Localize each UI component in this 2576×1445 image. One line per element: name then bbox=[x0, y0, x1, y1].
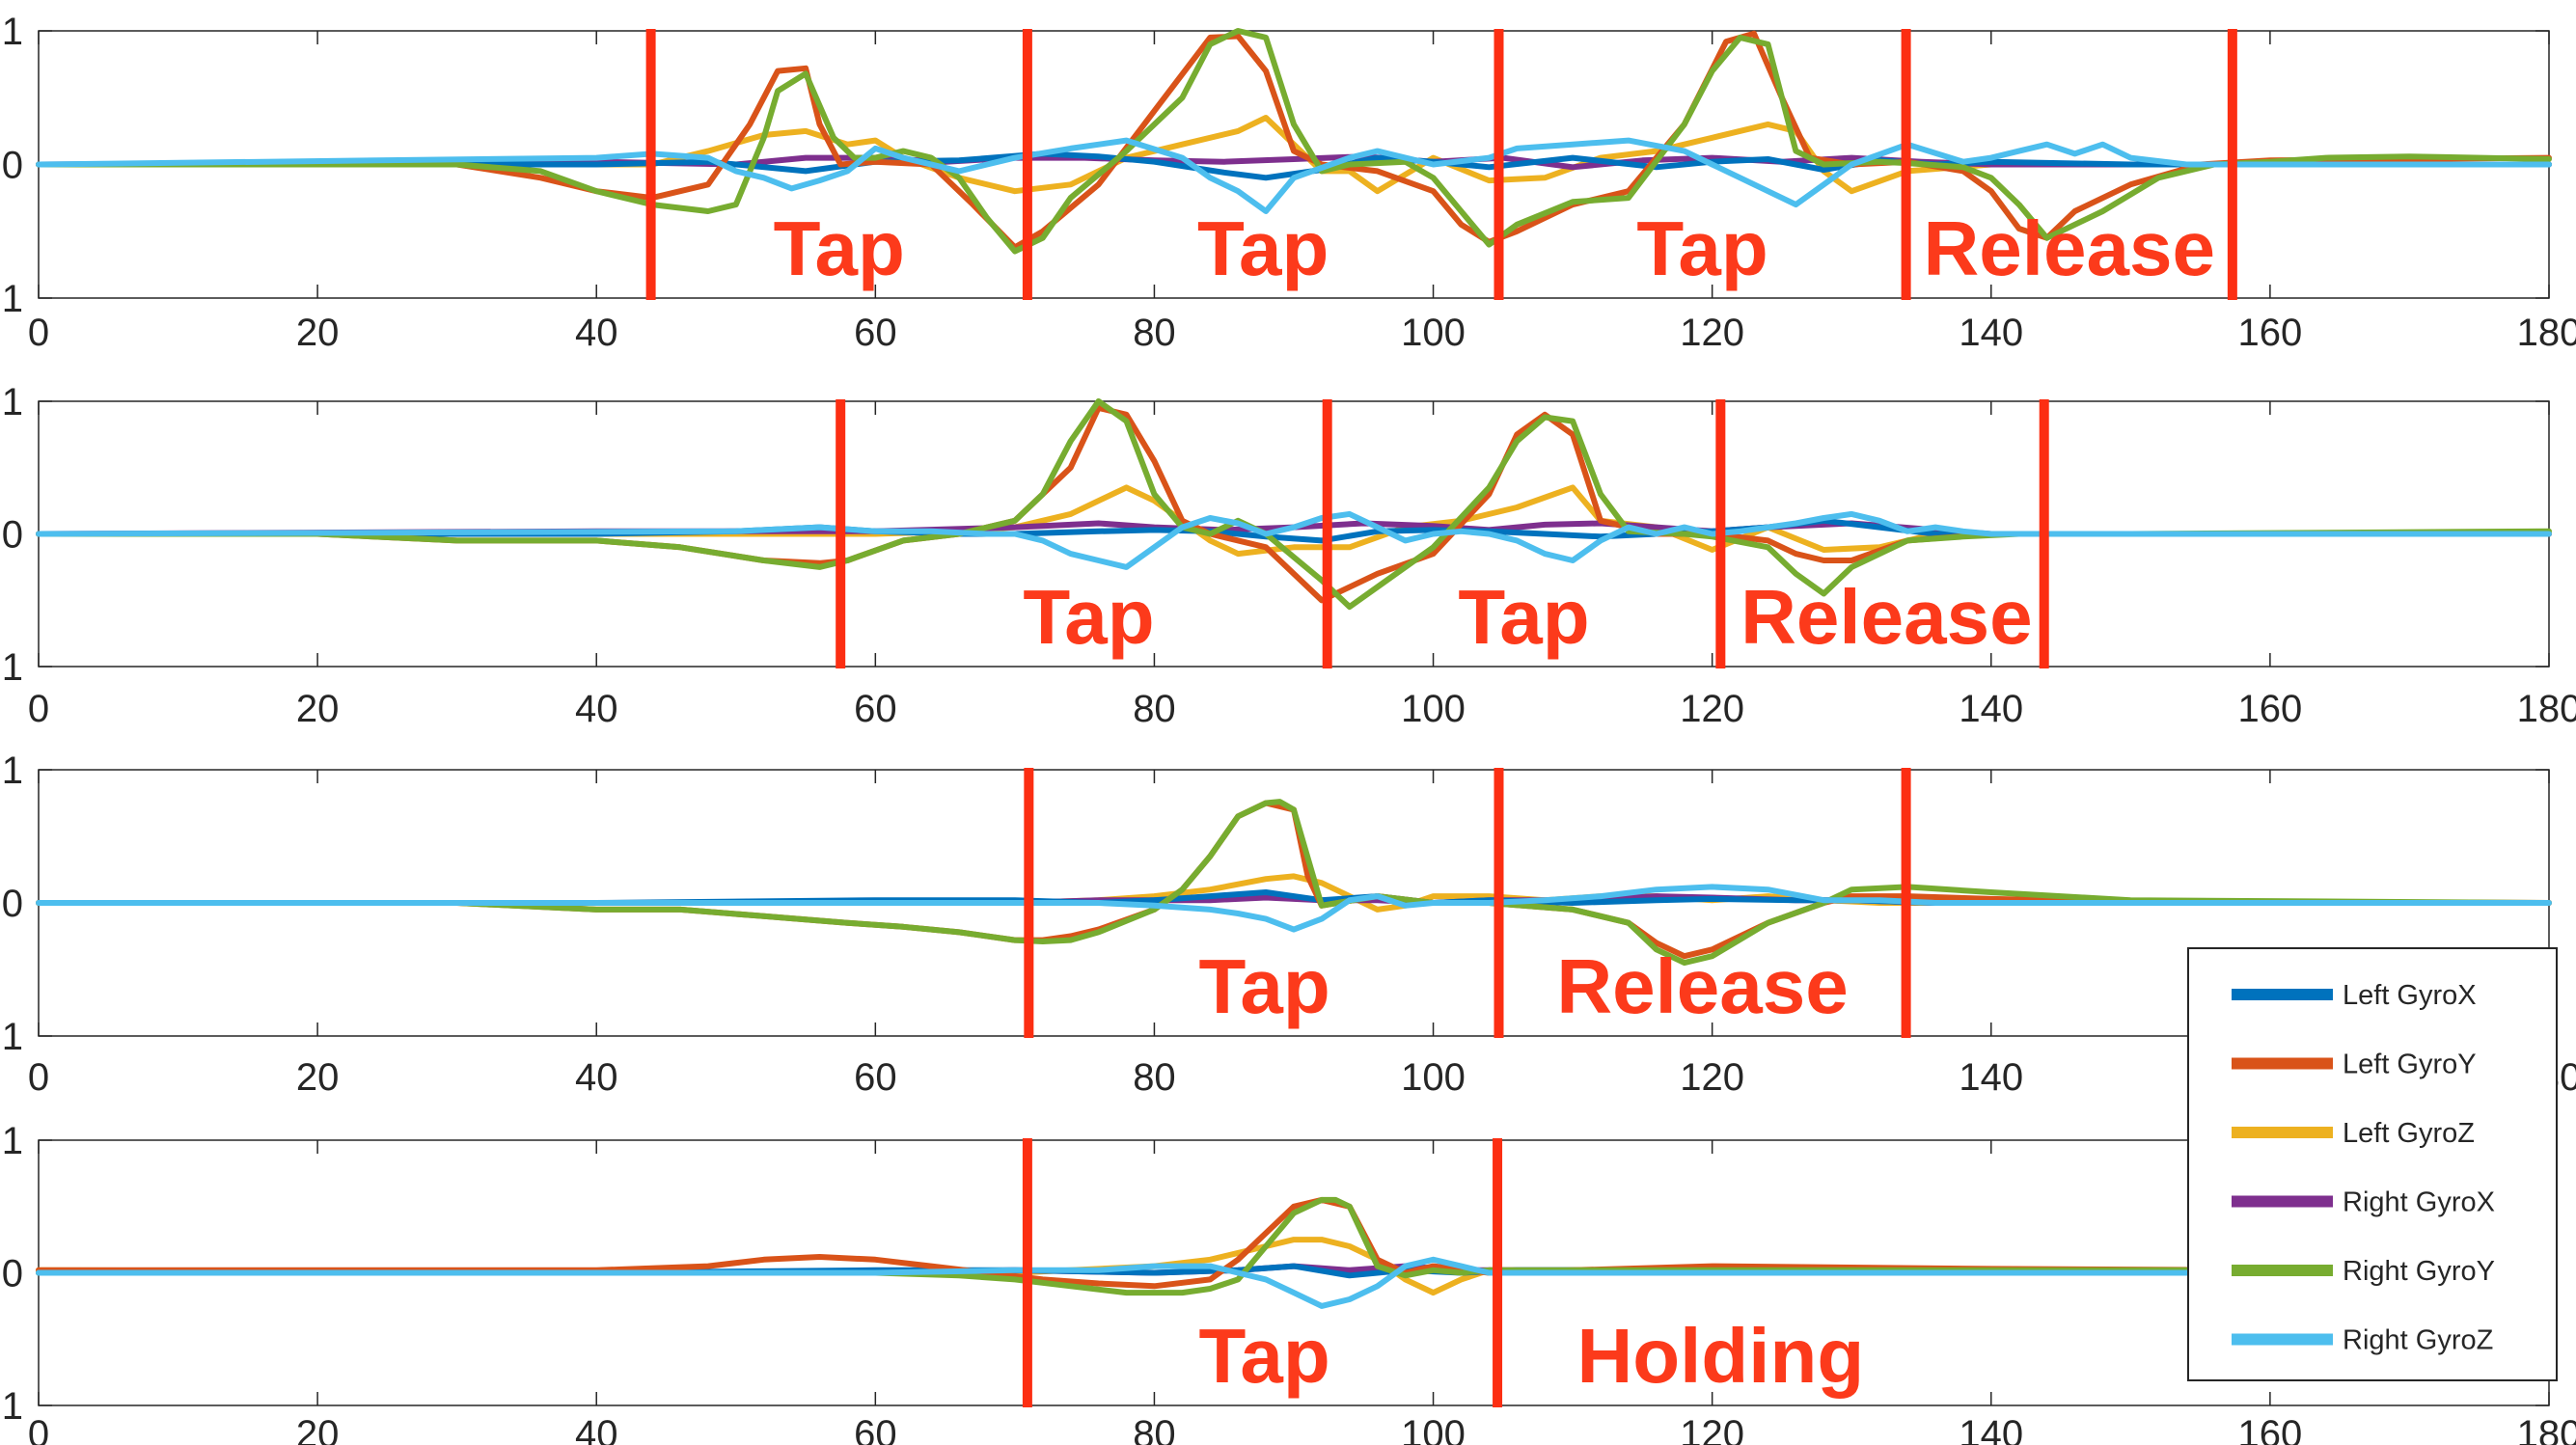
gyro-panel-1: 020406080100120140160180-101TapTapTapRel… bbox=[0, 11, 2576, 354]
x-tick-label: 100 bbox=[1401, 1413, 1466, 1445]
phase-label: Release bbox=[1923, 205, 2214, 291]
series-line-right-gyroz bbox=[36, 510, 2552, 570]
x-tick-label: 160 bbox=[2238, 1413, 2303, 1445]
x-tick-label: 160 bbox=[2238, 688, 2303, 730]
y-tick-label: 1 bbox=[2, 11, 23, 53]
legend-label: Right GyroZ bbox=[2343, 1325, 2493, 1356]
x-tick-label: 120 bbox=[1680, 312, 1744, 354]
y-tick-label: 1 bbox=[2, 381, 23, 423]
x-tick-label: 20 bbox=[296, 1413, 340, 1445]
legend-label: Left GyroY bbox=[2343, 1050, 2477, 1080]
x-tick-label: 0 bbox=[28, 1413, 49, 1445]
x-tick-label: 180 bbox=[2517, 312, 2576, 354]
legend: Left GyroX Left GyroY Left GyroZ Right Gyro… bbox=[2187, 947, 2558, 1381]
phase-label: Tap bbox=[1023, 574, 1154, 660]
x-tick-label: 60 bbox=[854, 688, 897, 730]
phase-label: Release bbox=[1556, 943, 1848, 1029]
x-tick-label: 80 bbox=[1133, 1413, 1176, 1445]
y-tick-label: 0 bbox=[2, 514, 23, 557]
phase-label: Holding bbox=[1576, 1313, 1864, 1399]
x-tick-label: 180 bbox=[2517, 1413, 2576, 1445]
legend-label: Left GyroZ bbox=[2343, 1118, 2475, 1149]
x-tick-label: 120 bbox=[1680, 688, 1744, 730]
series-line-left-gyroy bbox=[36, 404, 2552, 604]
x-tick-label: 120 bbox=[1680, 1413, 1744, 1445]
x-tick-label: 0 bbox=[28, 688, 49, 730]
x-tick-label: 40 bbox=[575, 1056, 618, 1099]
x-tick-label: 40 bbox=[575, 688, 618, 730]
series-line-right-gyroz bbox=[36, 884, 2552, 933]
x-tick-label: 80 bbox=[1133, 312, 1176, 354]
legend-label: Left GyroX bbox=[2343, 980, 2477, 1011]
phase-label: Tap bbox=[1198, 1313, 1329, 1399]
x-tick-label: 40 bbox=[575, 1413, 618, 1445]
y-tick-label: 0 bbox=[2, 145, 23, 187]
x-tick-label: 20 bbox=[296, 688, 340, 730]
x-tick-label: 140 bbox=[1959, 312, 2023, 354]
x-tick-label: 20 bbox=[296, 1056, 340, 1099]
x-tick-label: 60 bbox=[854, 1413, 897, 1445]
legend-box bbox=[2187, 947, 2558, 1381]
x-tick-label: 40 bbox=[575, 312, 618, 354]
y-tick-label: -1 bbox=[0, 278, 23, 320]
x-tick-label: 100 bbox=[1401, 312, 1466, 354]
series-line-right-gyroz bbox=[36, 137, 2552, 214]
x-tick-label: 140 bbox=[1959, 688, 2023, 730]
y-tick-label: -1 bbox=[0, 1385, 23, 1428]
phase-label: Tap bbox=[774, 205, 905, 291]
y-tick-label: 0 bbox=[2, 883, 23, 925]
phase-label: Release bbox=[1740, 574, 2032, 660]
phase-label: Tap bbox=[1198, 943, 1329, 1029]
x-tick-label: 180 bbox=[2517, 688, 2576, 730]
y-tick-label: -1 bbox=[0, 646, 23, 689]
x-tick-label: 100 bbox=[1401, 1056, 1466, 1099]
x-tick-label: 160 bbox=[2238, 312, 2303, 354]
y-tick-label: 1 bbox=[2, 750, 23, 792]
series-line-right-gyroy bbox=[36, 28, 2552, 255]
series-line-right-gyroy bbox=[36, 1196, 2552, 1296]
x-tick-label: 0 bbox=[28, 312, 49, 354]
x-tick-label: 140 bbox=[1959, 1413, 2023, 1445]
legend-label: Right GyroY bbox=[2343, 1256, 2495, 1287]
x-tick-label: 80 bbox=[1133, 688, 1176, 730]
phase-label: Tap bbox=[1458, 574, 1589, 660]
x-tick-label: 0 bbox=[28, 1056, 49, 1099]
series-line-right-gyroz bbox=[36, 1256, 2552, 1309]
phase-label: Tap bbox=[1636, 205, 1768, 291]
x-tick-label: 100 bbox=[1401, 688, 1466, 730]
y-tick-label: 1 bbox=[2, 1120, 23, 1162]
x-tick-label: 20 bbox=[296, 312, 340, 354]
legend-label: Right GyroX bbox=[2343, 1187, 2495, 1218]
x-tick-label: 80 bbox=[1133, 1056, 1176, 1099]
y-tick-label: -1 bbox=[0, 1016, 23, 1058]
x-tick-label: 60 bbox=[854, 1056, 897, 1099]
x-tick-label: 120 bbox=[1680, 1056, 1744, 1099]
phase-label: Tap bbox=[1197, 205, 1329, 291]
series-line-right-gyroy bbox=[36, 799, 2552, 967]
x-tick-label: 140 bbox=[1959, 1056, 2023, 1099]
series-line-left-gyroy bbox=[36, 30, 2552, 251]
y-tick-label: 0 bbox=[2, 1253, 23, 1295]
gyro-panel-2: 020406080100120140160180-101TapTapReleas… bbox=[0, 381, 2576, 730]
x-tick-label: 60 bbox=[854, 312, 897, 354]
